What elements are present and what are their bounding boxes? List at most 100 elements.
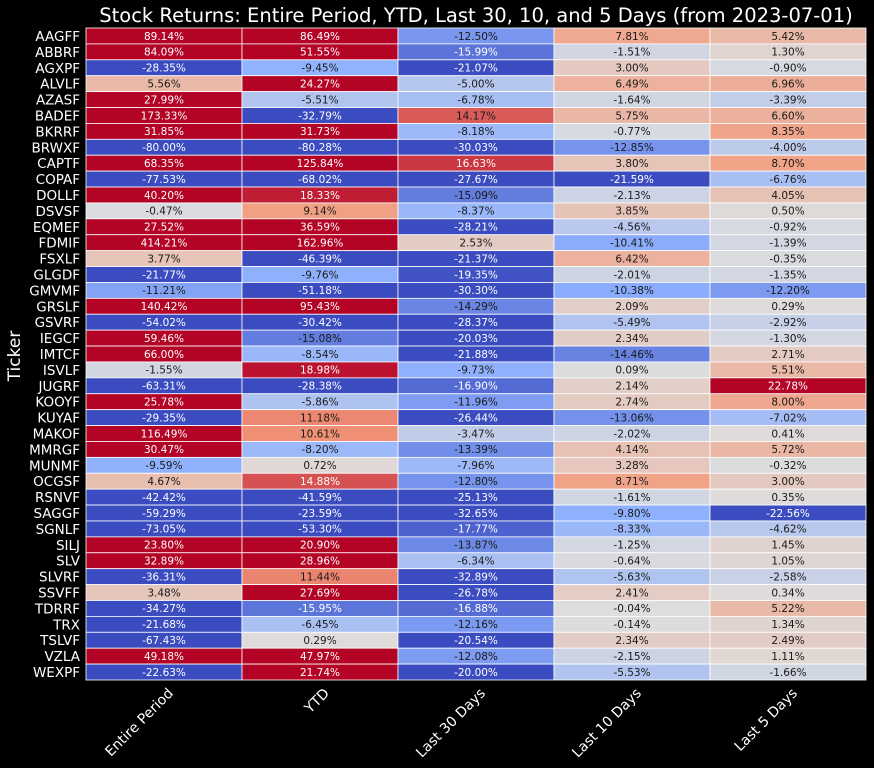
cell-value-label: -53.30% <box>298 524 342 536</box>
cell-value-label: -12.85% <box>610 142 654 154</box>
cell-value-label: -30.30% <box>454 285 498 297</box>
cell-value-label: -5.49% <box>613 317 650 329</box>
cell-value-label: -2.13% <box>613 190 650 202</box>
cell-value-label: 1.05% <box>771 556 804 568</box>
cell-value-label: -2.02% <box>613 428 650 440</box>
cell-value-label: 28.96% <box>300 556 340 568</box>
cell-value-label: -63.31% <box>142 381 186 393</box>
y-axis-label: Ticker <box>5 331 25 383</box>
row-tick-label: SLV <box>56 554 81 570</box>
cell-value-label: 173.33% <box>141 110 188 122</box>
row-tick-label: MMRGF <box>29 442 80 458</box>
cell-value-label: 3.80% <box>615 158 648 170</box>
cell-value-label: -9.80% <box>613 508 650 520</box>
cell-value-label: -12.50% <box>454 31 498 43</box>
row-tick-label: VZLA <box>44 649 80 665</box>
cell-value-label: -46.39% <box>298 253 342 265</box>
cell-value-label: -21.88% <box>454 349 498 361</box>
cell-value-label: -28.35% <box>142 63 186 75</box>
cell-value-label: -23.59% <box>298 508 342 520</box>
row-tick-label: KOOYF <box>35 395 80 411</box>
cell-value-label: 162.96% <box>297 237 344 249</box>
cell-value-label: -15.08% <box>298 333 342 345</box>
cell-value-label: -2.92% <box>769 317 806 329</box>
cell-value-label: -4.56% <box>613 222 650 234</box>
cell-value-label: -13.87% <box>454 540 498 552</box>
row-tick-label: SLVRF <box>39 570 80 586</box>
cell-value-label: -32.89% <box>454 571 498 583</box>
cell-value-label: -9.45% <box>301 63 338 75</box>
row-tick-label: FDMIF <box>38 236 80 252</box>
cell-value-label: -32.65% <box>454 508 498 520</box>
cell-value-label: -14.46% <box>610 349 654 361</box>
cell-value-label: -1.64% <box>613 94 650 106</box>
row-tick-label: SSVFF <box>38 586 80 602</box>
cell-value-label: 27.69% <box>300 587 340 599</box>
cell-value-label: -30.42% <box>298 317 342 329</box>
cell-value-label: -20.00% <box>454 667 498 679</box>
cell-value-label: -21.37% <box>454 253 498 265</box>
cell-value-label: 2.49% <box>771 635 804 647</box>
cell-value-label: -7.96% <box>457 460 494 472</box>
cell-value-label: -8.33% <box>613 524 650 536</box>
cell-value-label: 8.71% <box>615 476 648 488</box>
cell-value-label: 5.75% <box>615 110 648 122</box>
cell-value-label: -12.80% <box>454 476 498 488</box>
cell-value-label: -28.38% <box>298 381 342 393</box>
cell-value-label: 2.34% <box>615 333 648 345</box>
row-tick-label: TSLVF <box>39 633 80 649</box>
heatmap-cells <box>85 27 867 681</box>
cell-value-label: -1.61% <box>613 492 650 504</box>
cell-value-label: -25.13% <box>454 492 498 504</box>
cell-value-label: -80.28% <box>298 142 342 154</box>
cell-value-label: 86.49% <box>300 31 340 43</box>
cell-value-label: 0.35% <box>771 492 804 504</box>
cell-labels: 89.14% 86.49% -12.50% 7.81% 5.42% 84.09% 51.55… <box>141 31 810 679</box>
cell-value-label: 68.35% <box>144 158 184 170</box>
cell-value-label: -15.09% <box>454 190 498 202</box>
cell-value-label: 2.74% <box>615 397 648 409</box>
row-tick-label: AZASF <box>36 93 80 109</box>
cell-value-label: -3.39% <box>769 94 806 106</box>
cell-value-label: -20.03% <box>454 333 498 345</box>
cell-value-label: -11.96% <box>454 397 498 409</box>
row-tick-label: COPAF <box>36 172 80 188</box>
cell-value-label: -6.76% <box>769 174 806 186</box>
row-tick-label: SAGGF <box>33 506 80 522</box>
row-tick-label: ABBRF <box>35 45 80 61</box>
row-tick-label: DSVSF <box>35 204 80 220</box>
cell-value-label: 3.48% <box>147 587 180 599</box>
cell-value-label: -9.73% <box>457 365 494 377</box>
row-tick-label: SGNLF <box>36 522 80 538</box>
row-tick-label: SILJ <box>56 538 80 554</box>
cell-value-label: -80.00% <box>142 142 186 154</box>
cell-value-label: -26.78% <box>454 587 498 599</box>
cell-value-label: 116.49% <box>141 428 188 440</box>
cell-value-label: 140.42% <box>141 301 188 313</box>
heatmap-cell <box>709 663 867 681</box>
row-tick-label: FSXLF <box>39 252 80 268</box>
cell-value-label: 7.81% <box>615 31 648 43</box>
cell-value-label: 2.41% <box>615 587 648 599</box>
cell-value-label: -2.15% <box>613 651 650 663</box>
cell-value-label: -15.95% <box>298 603 342 615</box>
cell-value-label: -2.58% <box>769 571 806 583</box>
cell-value-label: -1.66% <box>769 667 806 679</box>
cell-value-label: 414.21% <box>141 237 188 249</box>
cell-value-label: -6.34% <box>457 556 494 568</box>
cell-value-label: 89.14% <box>144 31 184 43</box>
cell-value-label: -0.92% <box>769 222 806 234</box>
cell-value-label: -10.38% <box>610 285 654 297</box>
cell-value-label: -20.54% <box>454 635 498 647</box>
cell-value-label: 10.61% <box>300 428 340 440</box>
cell-value-label: -8.20% <box>301 444 338 456</box>
cell-value-label: -8.18% <box>457 126 494 138</box>
cell-value-label: -22.63% <box>142 667 186 679</box>
cell-value-label: 24.27% <box>300 78 340 90</box>
cell-value-label: 0.29% <box>303 635 336 647</box>
cell-value-label: -21.07% <box>454 63 498 75</box>
row-tick-label: ISVLF <box>43 363 80 379</box>
cell-value-label: -1.35% <box>769 269 806 281</box>
cell-value-label: -42.42% <box>142 492 186 504</box>
